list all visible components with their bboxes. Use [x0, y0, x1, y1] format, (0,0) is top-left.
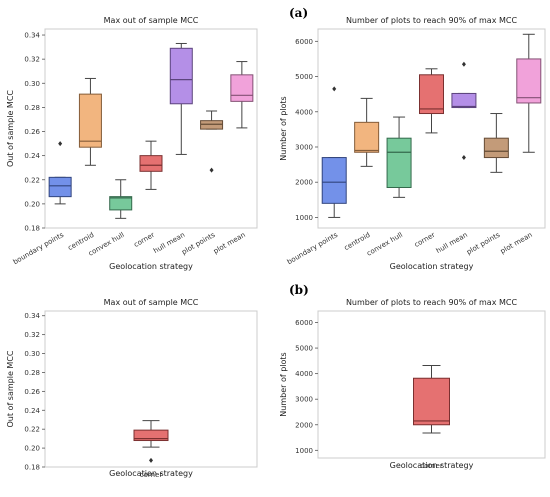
x-tick-label-corner: corner — [133, 231, 157, 249]
y-tick-label: 0.24 — [24, 407, 40, 415]
box-hull-mean — [169, 47, 193, 105]
x-axis-label: Geolocation strategy — [109, 262, 193, 271]
y-tick-label: 0.28 — [24, 104, 40, 112]
x-axis-label: Geolocation strategy — [109, 469, 193, 478]
y-tick-label: 0.26 — [24, 388, 40, 396]
x-tick-label-hull-mean: hull mean — [435, 231, 469, 255]
y-axis-label: Out of sample MCC — [6, 90, 15, 167]
chart-plots-to-90pct-all-strategies: Number of plots to reach 90% of max MCC 1… — [279, 16, 546, 271]
y-tick-label: 0.18 — [24, 464, 40, 472]
chart-title: Max out of sample MCC — [104, 298, 199, 307]
box-convex-hull — [109, 196, 133, 211]
y-tick-label: 3000 — [295, 143, 313, 151]
outlier-boundary-points — [58, 141, 63, 147]
y-tick-label: 1000 — [295, 214, 313, 222]
y-axis-label: Out of sample MCC — [6, 350, 15, 427]
x-tick-label-corner: corner — [140, 471, 163, 479]
outlier-corner — [149, 457, 153, 463]
panel-label-b: (b) — [289, 283, 309, 297]
y-tick-label: 6000 — [295, 319, 313, 327]
box-corner — [133, 429, 169, 442]
outlier-hull-mean — [461, 61, 466, 67]
y-tick-label: 0.20 — [24, 200, 40, 208]
box-boundary-points — [321, 157, 347, 204]
x-tick-label-plot-points: plot points — [465, 231, 501, 257]
x-tick-label-plot-mean: plot mean — [212, 231, 247, 256]
y-tick-label: 0.18 — [24, 225, 40, 233]
y-tick-label: 0.22 — [24, 426, 40, 434]
box-plot-points — [483, 137, 509, 159]
y-tick-label: 0.34 — [24, 32, 40, 40]
box-centroid — [354, 121, 380, 153]
y-tick-label: 1000 — [295, 447, 313, 455]
y-axis-label: Number of plots — [279, 352, 288, 416]
chart-title: Number of plots to reach 90% of max MCC — [346, 16, 518, 25]
chart-plots-to-90pct-corner: Number of plots to reach 90% of max MCC 1… — [279, 298, 546, 470]
y-tick-label: 0.30 — [24, 80, 40, 88]
x-tick-label-corner: corner — [420, 462, 443, 470]
y-tick-label: 6000 — [295, 38, 313, 46]
y-tick-label: 0.20 — [24, 445, 40, 453]
box-corner — [419, 74, 444, 115]
box-corner — [413, 377, 450, 426]
y-tick-label: 2000 — [295, 179, 313, 187]
x-tick-label-corner: corner — [413, 231, 437, 249]
outlier-boundary-points — [332, 86, 337, 92]
box-hull-mean — [451, 92, 477, 109]
y-tick-label: 0.26 — [24, 128, 40, 136]
y-tick-label: 5000 — [295, 345, 313, 353]
box-centroid — [78, 93, 102, 148]
y-tick-label: 4000 — [295, 108, 313, 116]
y-tick-label: 0.30 — [24, 350, 40, 358]
y-tick-label: 4000 — [295, 370, 313, 378]
y-axis-label: Number of plots — [279, 96, 288, 160]
box-plot-mean — [230, 74, 254, 102]
y-tick-label: 0.28 — [24, 369, 40, 377]
chart-max-mcc-corner: Max out of sample MCC 0.18 0.20 0.22 0.24 0.2… — [6, 298, 258, 479]
x-tick-label-boundary-points: boundary points — [286, 231, 340, 267]
plot-frame — [44, 28, 258, 229]
box-convex-hull — [386, 137, 412, 188]
panel-label-a: (a) — [289, 6, 309, 20]
y-tick-label: 0.32 — [24, 56, 40, 64]
chart-title: Number of plots to reach 90% of max MCC — [346, 298, 518, 307]
y-tick-label: 5000 — [295, 73, 313, 81]
x-tick-label-boundary-points: boundary points — [12, 231, 66, 267]
y-tick-label: 0.34 — [24, 312, 40, 320]
box-corner — [139, 155, 163, 172]
outlier-plot-points — [209, 167, 214, 173]
y-tick-label: 0.32 — [24, 331, 40, 339]
chart-title: Max out of sample MCC — [104, 16, 199, 25]
x-tick-label-convex-hull: convex hull — [365, 231, 404, 258]
box-plot-mean — [516, 58, 542, 104]
box-boundary-points — [48, 176, 72, 198]
x-tick-label-plot-mean: plot mean — [499, 231, 534, 256]
y-tick-label: 3000 — [295, 396, 313, 404]
x-axis-label: Geolocation strategy — [390, 262, 474, 271]
plot-frame — [44, 310, 258, 468]
x-axis-label: Geolocation strategy — [390, 461, 474, 470]
box-plot-points — [200, 120, 224, 130]
outlier-hull-mean — [461, 155, 466, 161]
y-tick-label: 2000 — [295, 421, 313, 429]
y-tick-label: 0.24 — [24, 152, 40, 160]
y-tick-label: 0.22 — [24, 176, 40, 184]
plot-frame — [317, 310, 546, 459]
plot-frame — [317, 28, 546, 229]
chart-max-mcc-all-strategies: Max out of sample MCC 0.18 0.20 0.22 0.24 0.2… — [6, 16, 258, 271]
x-tick-label-plot-points: plot points — [180, 231, 216, 257]
